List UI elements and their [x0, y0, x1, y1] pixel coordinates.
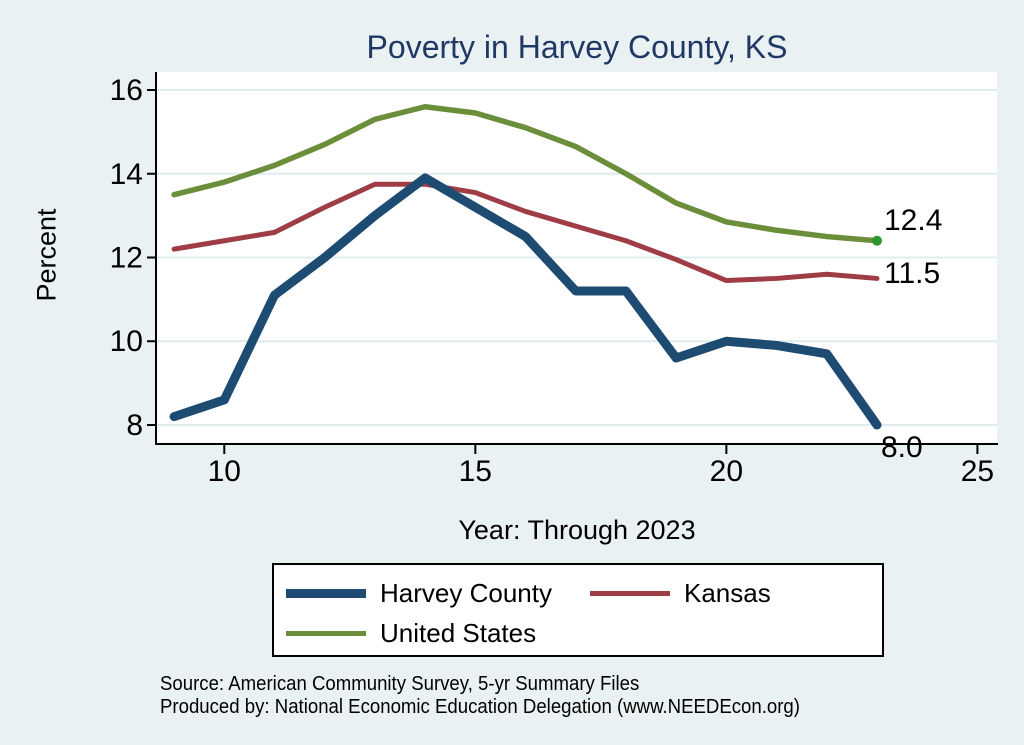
- legend-swatch-harvey-county: [286, 589, 366, 598]
- x-tick-label-20: 20: [710, 455, 743, 488]
- series-line-united-states: [171, 104, 880, 244]
- legend: Harvey County Kansas United States: [272, 563, 884, 657]
- series-line-kansas: [171, 181, 880, 284]
- legend-label-kansas: Kansas: [684, 578, 771, 608]
- end-value-label-kansas: 11.5: [884, 257, 941, 290]
- y-tick-label-14: 14: [110, 158, 143, 191]
- produced-by-line: Produced by: National Economic Education…: [160, 695, 800, 718]
- x-tick-label-25: 25: [961, 455, 994, 488]
- chart-title: Poverty in Harvey County, KS: [366, 29, 788, 65]
- y-tick-label-12: 12: [110, 242, 143, 275]
- x-tick-label-10: 10: [208, 455, 241, 488]
- end-value-label-united-states: 12.4: [884, 204, 943, 237]
- y-tick-label-8: 8: [126, 409, 143, 442]
- series-line-harvey-county: [169, 173, 882, 430]
- x-tick-label-15: 15: [459, 455, 492, 488]
- source-line: Source: American Community Survey, 5-yr …: [160, 673, 640, 695]
- legend-label-united-states: United States: [380, 618, 537, 648]
- y-tick-label-10: 10: [110, 325, 143, 358]
- legend-swatch-united-states: [286, 631, 366, 636]
- source-note: Source: American Community Survey, 5-yr …: [160, 673, 800, 718]
- legend-label-harvey-county: Harvey County: [380, 578, 552, 608]
- y-tick-label-16: 16: [110, 74, 143, 107]
- x-axis-title: Year: Through 2023: [458, 515, 696, 545]
- end-value-label-harvey-county: 8.0: [881, 431, 923, 464]
- legend-swatch-kansas: [590, 591, 670, 596]
- end-marker-united-states: [872, 235, 882, 246]
